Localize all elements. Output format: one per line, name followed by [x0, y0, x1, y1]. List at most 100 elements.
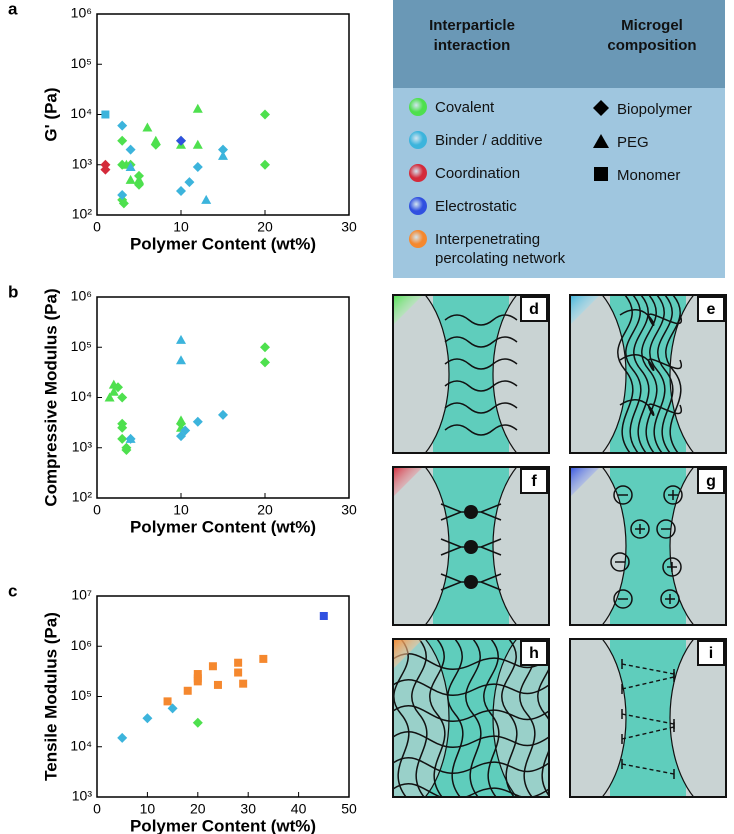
panel-frame [392, 638, 550, 798]
legend-shape [593, 100, 609, 116]
y-tick-label: 10⁴ [70, 388, 92, 404]
schematic-panel: h [392, 638, 550, 798]
marker-triangle [150, 135, 161, 145]
label-box [697, 468, 725, 494]
chain [619, 399, 683, 416]
schematic-panel: e [569, 294, 727, 454]
y-tick-label: 10⁶ [71, 288, 92, 304]
particle [393, 639, 450, 797]
marker-square [319, 611, 328, 620]
charge [613, 589, 633, 609]
y-tick-label: 10³ [72, 155, 93, 171]
legend-header: Interparticle interaction Microgel compo… [393, 0, 725, 88]
legend-item: Binder / additive [409, 131, 579, 150]
panel-frame [392, 466, 550, 626]
particle [570, 295, 627, 453]
label-box [520, 296, 548, 322]
chain [444, 358, 518, 370]
marker-triangle [176, 355, 186, 365]
chain [625, 295, 642, 453]
x-tick-label: 10 [173, 219, 189, 235]
particle [669, 639, 726, 797]
chain [617, 295, 634, 453]
marker-diamond [113, 382, 123, 393]
label-box [697, 296, 725, 322]
marker-triangle [142, 122, 153, 132]
x-tick-label: 0 [93, 502, 101, 518]
panel-frame [392, 294, 550, 454]
y-tick-label: 10³ [72, 438, 93, 454]
charge-sign [635, 524, 645, 534]
panel-frame [569, 294, 727, 454]
marker-diamond [260, 342, 270, 353]
legend-label: Covalent [435, 99, 495, 116]
x-tick-label: 30 [341, 219, 357, 235]
marker-diamond [117, 732, 128, 743]
panel-label: i [709, 645, 713, 662]
legend-label: PEG [617, 134, 649, 151]
x-tick-label: 0 [93, 219, 101, 235]
x-tick-label: 10 [140, 801, 156, 817]
charge [656, 519, 676, 539]
y-axis-title: G' (Pa) [41, 87, 60, 141]
link [621, 763, 675, 775]
legend-shape [593, 134, 609, 148]
marker-square [239, 679, 248, 688]
corner [570, 467, 600, 497]
charge-sign [667, 562, 677, 572]
legend-label: Biopolymer [617, 101, 693, 118]
marker-diamond [192, 162, 203, 173]
label-box [520, 640, 548, 666]
marker-diamond [176, 135, 186, 146]
legend-label: Electrostatic [435, 198, 517, 215]
marker-diamond [121, 445, 132, 456]
chain [447, 639, 464, 797]
marker-diamond [260, 357, 270, 368]
anchor [621, 672, 675, 694]
chain [444, 314, 518, 326]
marker-diamond [125, 144, 136, 155]
marker-diamond [192, 717, 203, 728]
x-tick-label: 20 [257, 502, 273, 518]
chain [633, 295, 650, 453]
legend-swatch [409, 164, 427, 182]
x-tick-label: 20 [257, 219, 273, 235]
x-tick-label: 20 [190, 801, 206, 817]
link [621, 713, 675, 725]
marker-square [163, 697, 172, 706]
legend-shape [593, 100, 609, 116]
particle [570, 467, 627, 625]
y-tick-label: 10⁷ [71, 587, 92, 603]
chain [619, 354, 683, 371]
y-axis-title: Tensile Modulus (Pa) [41, 612, 60, 781]
charge [613, 485, 633, 505]
marker-triangle [104, 392, 115, 402]
chain [393, 757, 549, 774]
corner [393, 639, 423, 669]
marker-square [183, 686, 192, 695]
chain [393, 705, 549, 722]
ion [464, 575, 478, 589]
marker-diamond [142, 713, 153, 724]
marker-square [193, 670, 202, 679]
marker-square [193, 674, 202, 683]
marker-diamond [218, 144, 228, 155]
panel-frame [569, 638, 727, 798]
marker-triangle [108, 386, 119, 396]
x-axis-title: Polymer Content (wt%) [130, 234, 316, 253]
legend-swatch [409, 131, 427, 149]
corner [393, 295, 423, 325]
marker-diamond [117, 135, 128, 146]
schematic-body [570, 295, 726, 453]
y-tick-label: 10⁶ [71, 637, 92, 653]
panel-label: f [531, 473, 537, 490]
schematic-body [393, 295, 549, 453]
particle [492, 295, 549, 453]
marker-triangle [134, 174, 144, 184]
legend-label: Coordination [435, 165, 521, 182]
panel-label: c [8, 581, 17, 600]
marker-square [208, 662, 217, 671]
charge-sign [665, 594, 675, 604]
marker-diamond [117, 120, 128, 131]
